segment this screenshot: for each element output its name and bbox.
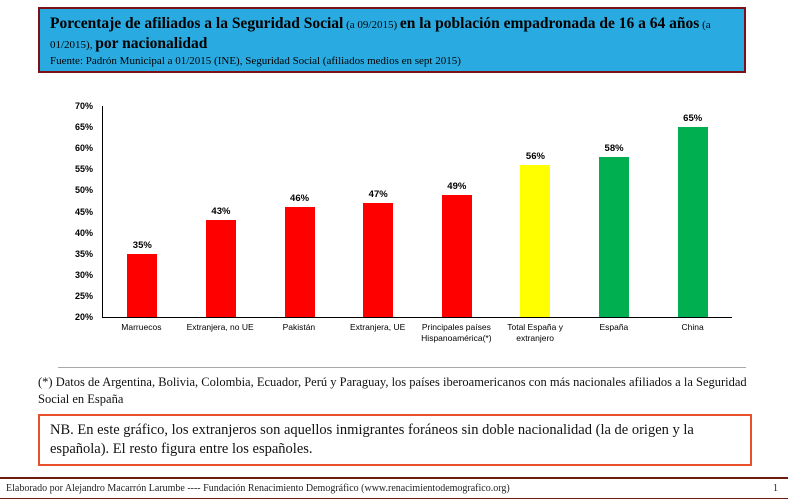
x-category-label: España <box>599 322 629 332</box>
slide-footer: Elaborado por Alejandro Macarrón Larumbe… <box>0 477 788 499</box>
y-tick-label: 50% <box>74 185 93 196</box>
nb-note-box: NB. En este gráfico, los extranjeros son… <box>38 414 752 466</box>
bar <box>284 207 315 317</box>
source-subtitle: Fuente: Padrón Municipal a 01/2015 (INE)… <box>50 55 461 68</box>
x-category-label: Pakistán <box>282 322 316 332</box>
bar-slot: 49% <box>418 106 497 317</box>
bar-slot: 56% <box>496 106 575 317</box>
title-part: en la población empadronada de 16 a 64 a… <box>399 15 700 32</box>
bar-slot: 65% <box>653 106 732 317</box>
bar-slot: 47% <box>339 106 418 317</box>
x-category-label: Extranjera, UE <box>349 322 406 332</box>
y-tick-label: 40% <box>74 227 93 238</box>
bar-value-label: 43% <box>211 205 231 217</box>
bar-slot: 43% <box>182 106 261 317</box>
bar-slot: 46% <box>260 106 339 317</box>
header-box: Porcentaje de afiliados a la Seguridad S… <box>38 7 746 74</box>
bar-value-label: 65% <box>683 113 703 125</box>
bar-slot: 35% <box>103 106 182 317</box>
title-part: Porcentaje de afiliados a la Seguridad S… <box>50 15 344 32</box>
chart-footnote: (*) Datos de Argentina, Bolivia, Colombi… <box>38 375 747 406</box>
page-number: 1 <box>773 483 778 494</box>
title-part: por nacionalidad <box>95 35 208 53</box>
page-title: Porcentaje de afiliados a la Seguridad S… <box>50 14 734 54</box>
x-category-label: Principales países Hispanoamérica(*) <box>421 322 492 343</box>
bar <box>127 253 158 317</box>
bar-chart: 20% 25% 30% 35% 40% 45% 50% 55% 60% 65% 70% 35% 43%… <box>58 94 746 368</box>
bar-value-label: 47% <box>368 189 388 201</box>
bar-value-label: 35% <box>132 239 152 251</box>
y-tick-label: 20% <box>74 312 93 322</box>
bar-value-label: 58% <box>604 142 624 154</box>
x-category-label: Marruecos <box>121 322 162 332</box>
title-date-note: (a 09/2015) <box>343 19 400 31</box>
y-tick-label: 35% <box>74 248 93 259</box>
bar <box>363 203 394 317</box>
footer-credit: Elaborado por Alejandro Macarrón Larumbe… <box>6 483 510 494</box>
bar <box>677 127 708 317</box>
y-tick-label: 65% <box>74 122 93 133</box>
y-tick-label: 60% <box>74 143 93 154</box>
y-tick-label: 45% <box>74 206 93 217</box>
y-axis: 20% 25% 30% 35% 40% 45% 50% 55% 60% 65% 70% <box>59 101 99 322</box>
x-category-label: Total España y extranjero <box>507 322 563 343</box>
bar-value-label: 56% <box>525 151 545 163</box>
y-tick-label: 25% <box>74 290 93 301</box>
x-category-label: China <box>681 322 704 332</box>
bar-value-label: 49% <box>447 180 467 192</box>
y-tick-label: 70% <box>74 101 93 111</box>
plot-area: 20% 25% 30% 35% 40% 45% 50% 55% 60% 65% 70% 35% 43%… <box>75 101 732 322</box>
x-category-label: Extranjera, no UE <box>186 322 254 332</box>
x-axis-labels: Marruecos Extranjera, no UE Pakistán Extran… <box>102 322 732 343</box>
title-date-note: (a 01/2015), <box>50 19 711 52</box>
bar <box>520 165 551 317</box>
bar <box>441 194 472 317</box>
bar <box>599 156 630 317</box>
bar <box>205 219 236 317</box>
y-tick-label: 30% <box>74 269 93 280</box>
bar-value-label: 46% <box>290 193 310 205</box>
bar-slot: 58% <box>575 106 654 317</box>
y-tick-label: 55% <box>74 164 93 175</box>
